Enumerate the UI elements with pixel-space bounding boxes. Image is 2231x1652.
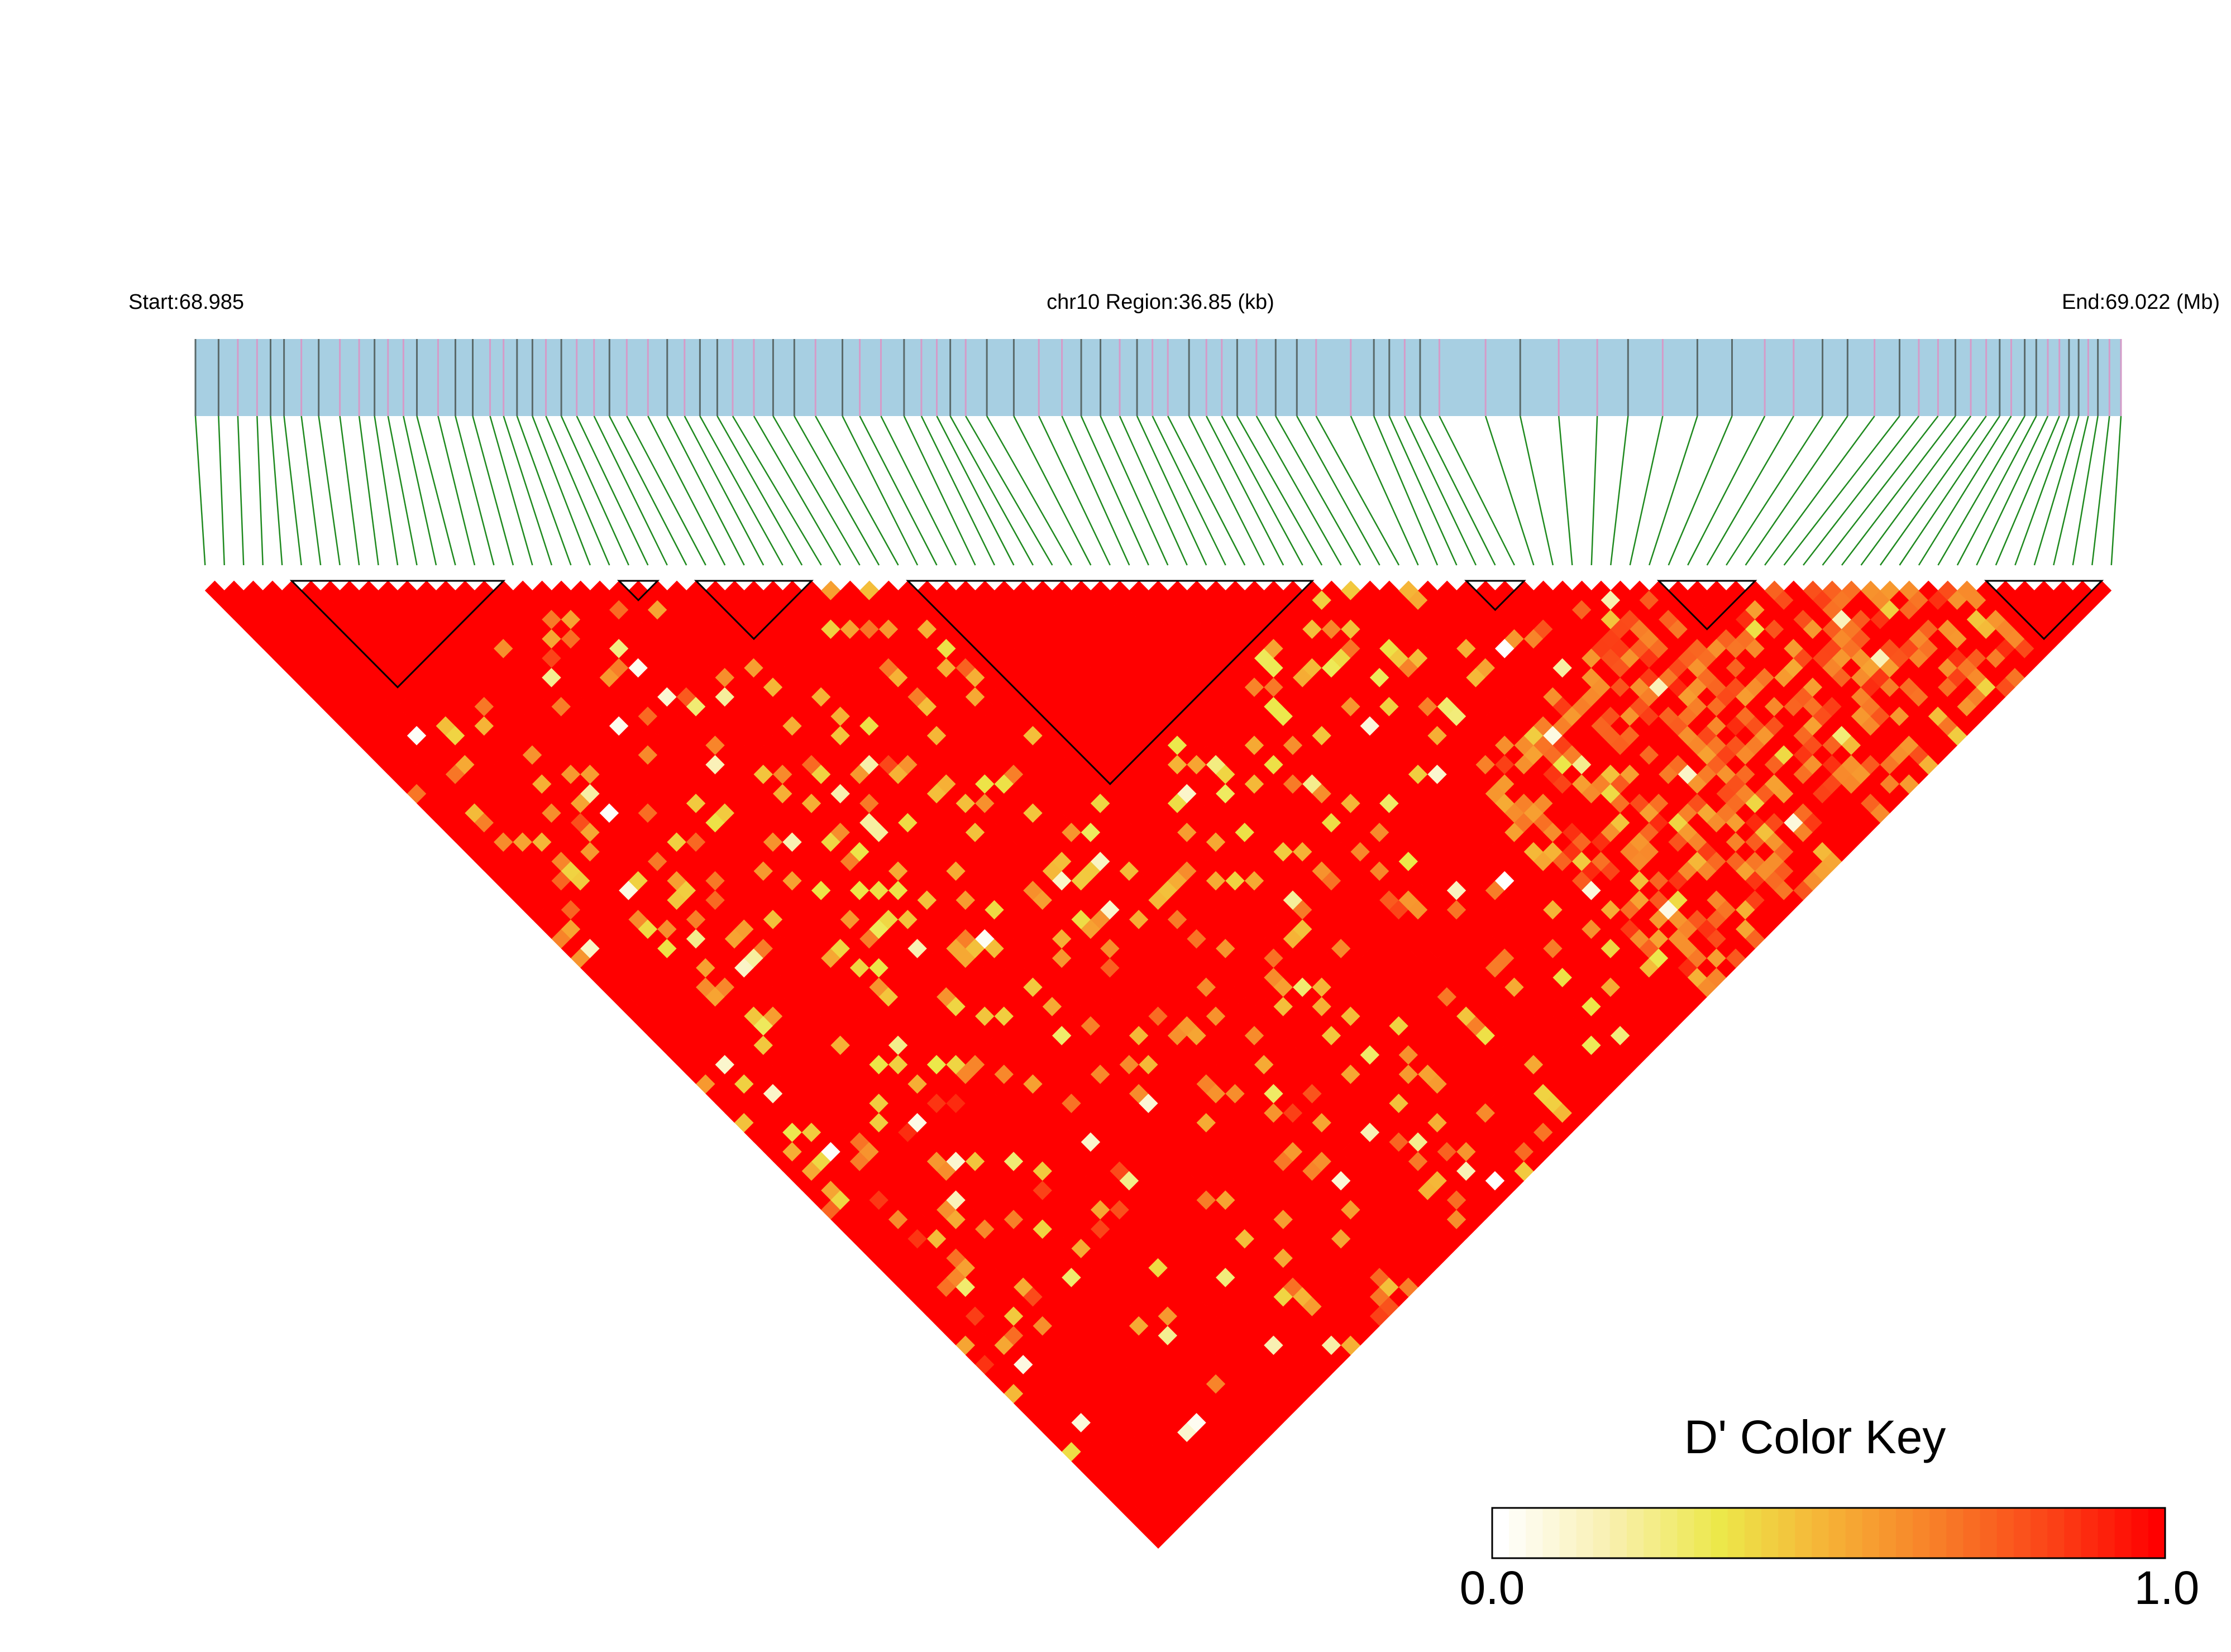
snp-connector-line <box>609 416 686 565</box>
snp-connector-line <box>284 416 302 565</box>
snp-connector-line <box>733 416 821 565</box>
snp-connector-line <box>2034 416 2079 565</box>
snp-connector-line <box>340 416 359 565</box>
snp-connector-lines <box>195 416 2121 565</box>
snp-connector-line <box>685 416 763 565</box>
snp-connector-line <box>319 416 340 565</box>
snp-connector-line <box>218 416 224 565</box>
snp-connector-line <box>1039 416 1110 565</box>
snp-connector-line <box>1275 416 1360 565</box>
snp-connector-line <box>648 416 725 565</box>
snp-connector-line <box>667 416 744 565</box>
snp-connector-line <box>1439 416 1514 565</box>
snp-connector-line <box>1559 416 1572 565</box>
snp-connector-line <box>1081 416 1149 565</box>
snp-connector-line <box>1485 416 1533 565</box>
snp-connector-line <box>1374 416 1437 565</box>
snp-connector-line <box>302 416 321 565</box>
snp-connector-line <box>937 416 1014 565</box>
snp-connector-line <box>1153 416 1226 565</box>
snp-connector-line <box>1014 416 1091 565</box>
snp-connector-line <box>1823 416 1938 565</box>
snp-connector-line <box>1726 416 1822 565</box>
snp-connector-line <box>403 416 436 565</box>
snp-connector-line <box>1189 416 1264 565</box>
snp-connector-line <box>1630 416 1663 565</box>
snp-connector-line <box>881 416 956 565</box>
snp-connector-line <box>1120 416 1187 565</box>
snp-track-bar <box>195 339 2121 416</box>
snp-connector-line <box>532 416 590 565</box>
snp-connector-line <box>546 416 610 565</box>
snp-connector-line <box>2015 416 2069 565</box>
snp-connector-line <box>921 416 995 565</box>
snp-connector-line <box>417 416 456 565</box>
snp-connector-line <box>594 416 667 565</box>
snp-connector-line <box>1520 416 1553 565</box>
snp-connector-line <box>1746 416 1848 565</box>
snp-connector-line <box>1784 416 1900 565</box>
snp-connector-line <box>359 416 378 565</box>
snp-connector-line <box>1649 416 1697 565</box>
snp-connector-line <box>794 416 879 565</box>
snp-connector-line <box>860 416 937 565</box>
snp-connector-line <box>1404 416 1476 565</box>
snp-connector-line <box>627 416 705 565</box>
snp-connector-line <box>843 416 918 565</box>
snp-connector-line <box>473 416 513 565</box>
snp-connector-line <box>1351 416 1418 565</box>
snp-connector-line <box>195 416 205 565</box>
snp-connector-line <box>2111 416 2121 565</box>
snp-connector-line <box>1101 416 1168 565</box>
snp-connector-line <box>1669 416 1732 565</box>
snp-connector-line <box>1996 416 2060 565</box>
snp-connector-line <box>950 416 1033 565</box>
snp-connector-line <box>388 416 417 565</box>
snp-connector-line <box>375 416 398 565</box>
snp-connector-line <box>438 416 475 565</box>
snp-connector-line <box>987 416 1072 565</box>
snp-connector-line <box>904 416 976 565</box>
snp-connector-line <box>2053 416 2088 565</box>
snp-connector-line <box>270 416 282 565</box>
snp-connector-line <box>1206 416 1283 565</box>
snp-connector-line <box>577 416 648 565</box>
snp-connector-line <box>1420 416 1495 565</box>
snp-connector-line <box>1899 416 1999 565</box>
snp-connector-line <box>1688 416 1765 565</box>
snp-connector-line <box>717 416 802 565</box>
snp-connector-line <box>773 416 859 565</box>
snp-connector-line <box>561 416 629 565</box>
snp-connector-line <box>700 416 782 565</box>
snp-connector-line <box>1137 416 1206 565</box>
snp-connector-line <box>1062 416 1130 565</box>
snp-connector-line <box>1611 416 1628 565</box>
snp-connector-line <box>455 416 494 565</box>
snp-connector-line <box>966 416 1052 565</box>
snp-connector-line <box>257 416 262 565</box>
snp-connector-line <box>238 416 243 565</box>
snp-connector-line <box>1803 416 1919 565</box>
ld-heatmap-cells <box>205 581 2111 1549</box>
snp-position-track <box>195 339 2121 416</box>
snp-connector-line <box>1389 416 1457 565</box>
snp-connector-line <box>1861 416 1971 565</box>
snp-connector-line <box>1592 416 1597 565</box>
